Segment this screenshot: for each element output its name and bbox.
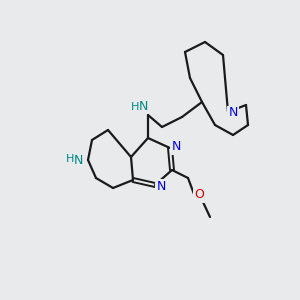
Text: N: N: [171, 140, 181, 154]
Text: H: H: [66, 154, 74, 164]
Text: O: O: [194, 188, 204, 202]
Text: N: N: [138, 100, 148, 112]
Text: N: N: [156, 179, 166, 193]
Text: N: N: [228, 106, 238, 119]
Text: N: N: [73, 154, 83, 166]
Text: H: H: [131, 102, 139, 112]
